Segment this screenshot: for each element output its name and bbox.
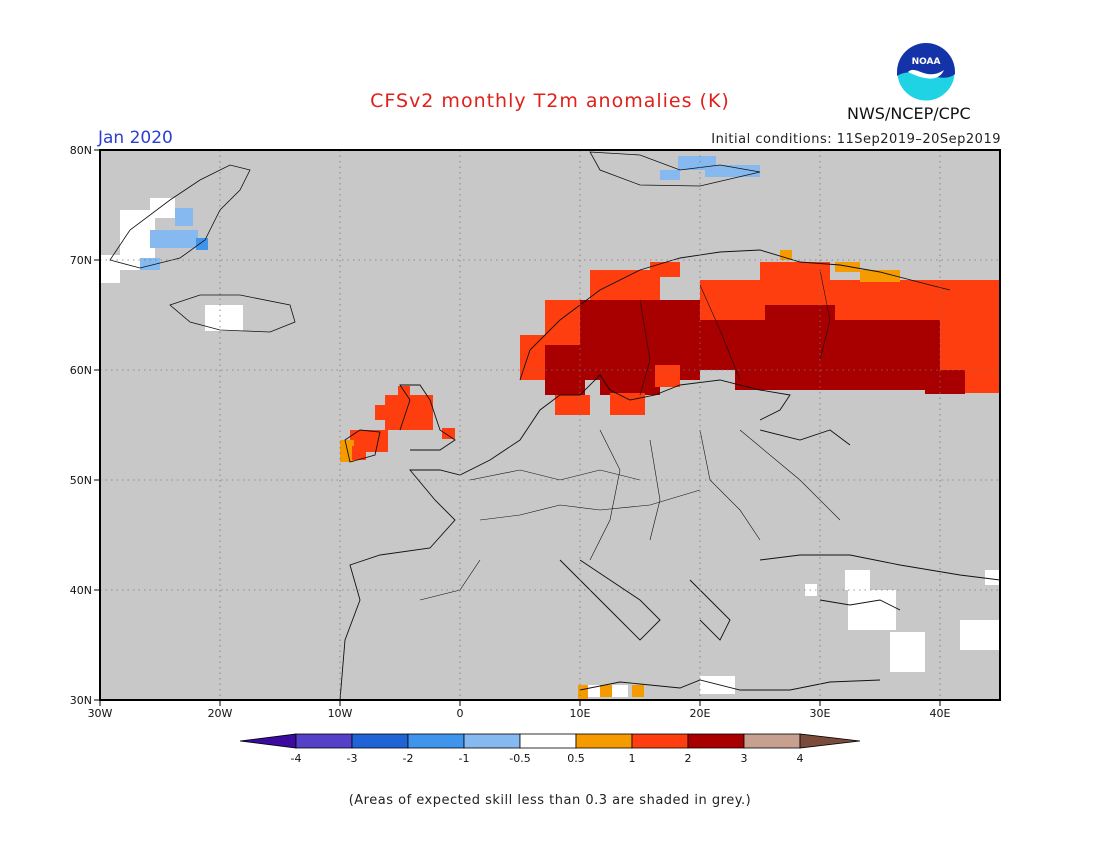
noaa-logo-icon: NOAA xyxy=(896,42,956,102)
map-title: CFSv2 monthly T2m anomalies (K) xyxy=(370,90,730,112)
lon-label: 10E xyxy=(570,707,591,720)
colorbar-label: 4 xyxy=(797,752,804,765)
colorbar-swatch xyxy=(295,733,353,749)
colorbar-label: -3 xyxy=(347,752,358,765)
axis-ticks xyxy=(94,149,941,706)
lon-label: 20E xyxy=(690,707,711,720)
colorbar-label: -2 xyxy=(403,752,414,765)
forecast-month: Jan 2020 xyxy=(98,128,173,148)
lon-label: 10W xyxy=(328,707,353,720)
coastlines xyxy=(339,249,1001,701)
colorbar-swatch xyxy=(463,733,521,749)
colorbar-label: 3 xyxy=(741,752,748,765)
lon-label: 30W xyxy=(88,707,113,720)
greenland-iceland-region xyxy=(100,164,296,333)
colorbar-swatch xyxy=(519,733,577,749)
colorbar-label: 1 xyxy=(629,752,636,765)
lat-label: 80N xyxy=(70,144,92,157)
colorbar-swatch xyxy=(743,733,801,749)
colorbar-high-triangle xyxy=(799,733,861,749)
lon-label: 40E xyxy=(930,707,951,720)
agency-label: NWS/NCEP/CPC xyxy=(847,104,971,123)
lon-label: 30E xyxy=(810,707,831,720)
colorbar-label: -1 xyxy=(459,752,470,765)
colorbar: -4 -3 -2 -1 -0.5 0.5 1 2 3 4 xyxy=(239,733,861,765)
lat-label: 70N xyxy=(70,254,92,267)
lon-label: 20W xyxy=(208,707,233,720)
colorbar-swatch xyxy=(631,733,689,749)
lat-label: 50N xyxy=(70,474,92,487)
initial-conditions: Initial conditions: 11Sep2019–20Sep2019 xyxy=(711,132,1001,147)
colorbar-label: 0.5 xyxy=(567,752,585,765)
graticule xyxy=(100,150,1000,700)
skill-footnote: (Areas of expected skill less than 0.3 a… xyxy=(348,793,752,808)
colorbar-label: -0.5 xyxy=(509,752,530,765)
scandinavia-anomaly xyxy=(520,250,1000,415)
lat-label: 40N xyxy=(70,584,92,597)
svg-text:NOAA: NOAA xyxy=(912,57,941,67)
map-frame xyxy=(99,149,1001,701)
colorbar-low-triangle xyxy=(239,733,297,749)
colorbar-swatch xyxy=(351,733,409,749)
colorbar-swatch xyxy=(575,733,633,749)
lon-label: 0 xyxy=(457,707,464,720)
colorbar-label: 2 xyxy=(685,752,692,765)
svalbard-region xyxy=(589,151,761,187)
colorbar-swatch xyxy=(687,733,745,749)
colorbar-swatch xyxy=(407,733,465,749)
country-borders xyxy=(419,269,841,601)
british-isles-anomaly xyxy=(340,386,455,462)
lat-label: 60N xyxy=(70,364,92,377)
mideast-near-normal xyxy=(578,570,1000,699)
colorbar-label: -4 xyxy=(291,752,302,765)
lat-label: 30N xyxy=(70,694,92,707)
